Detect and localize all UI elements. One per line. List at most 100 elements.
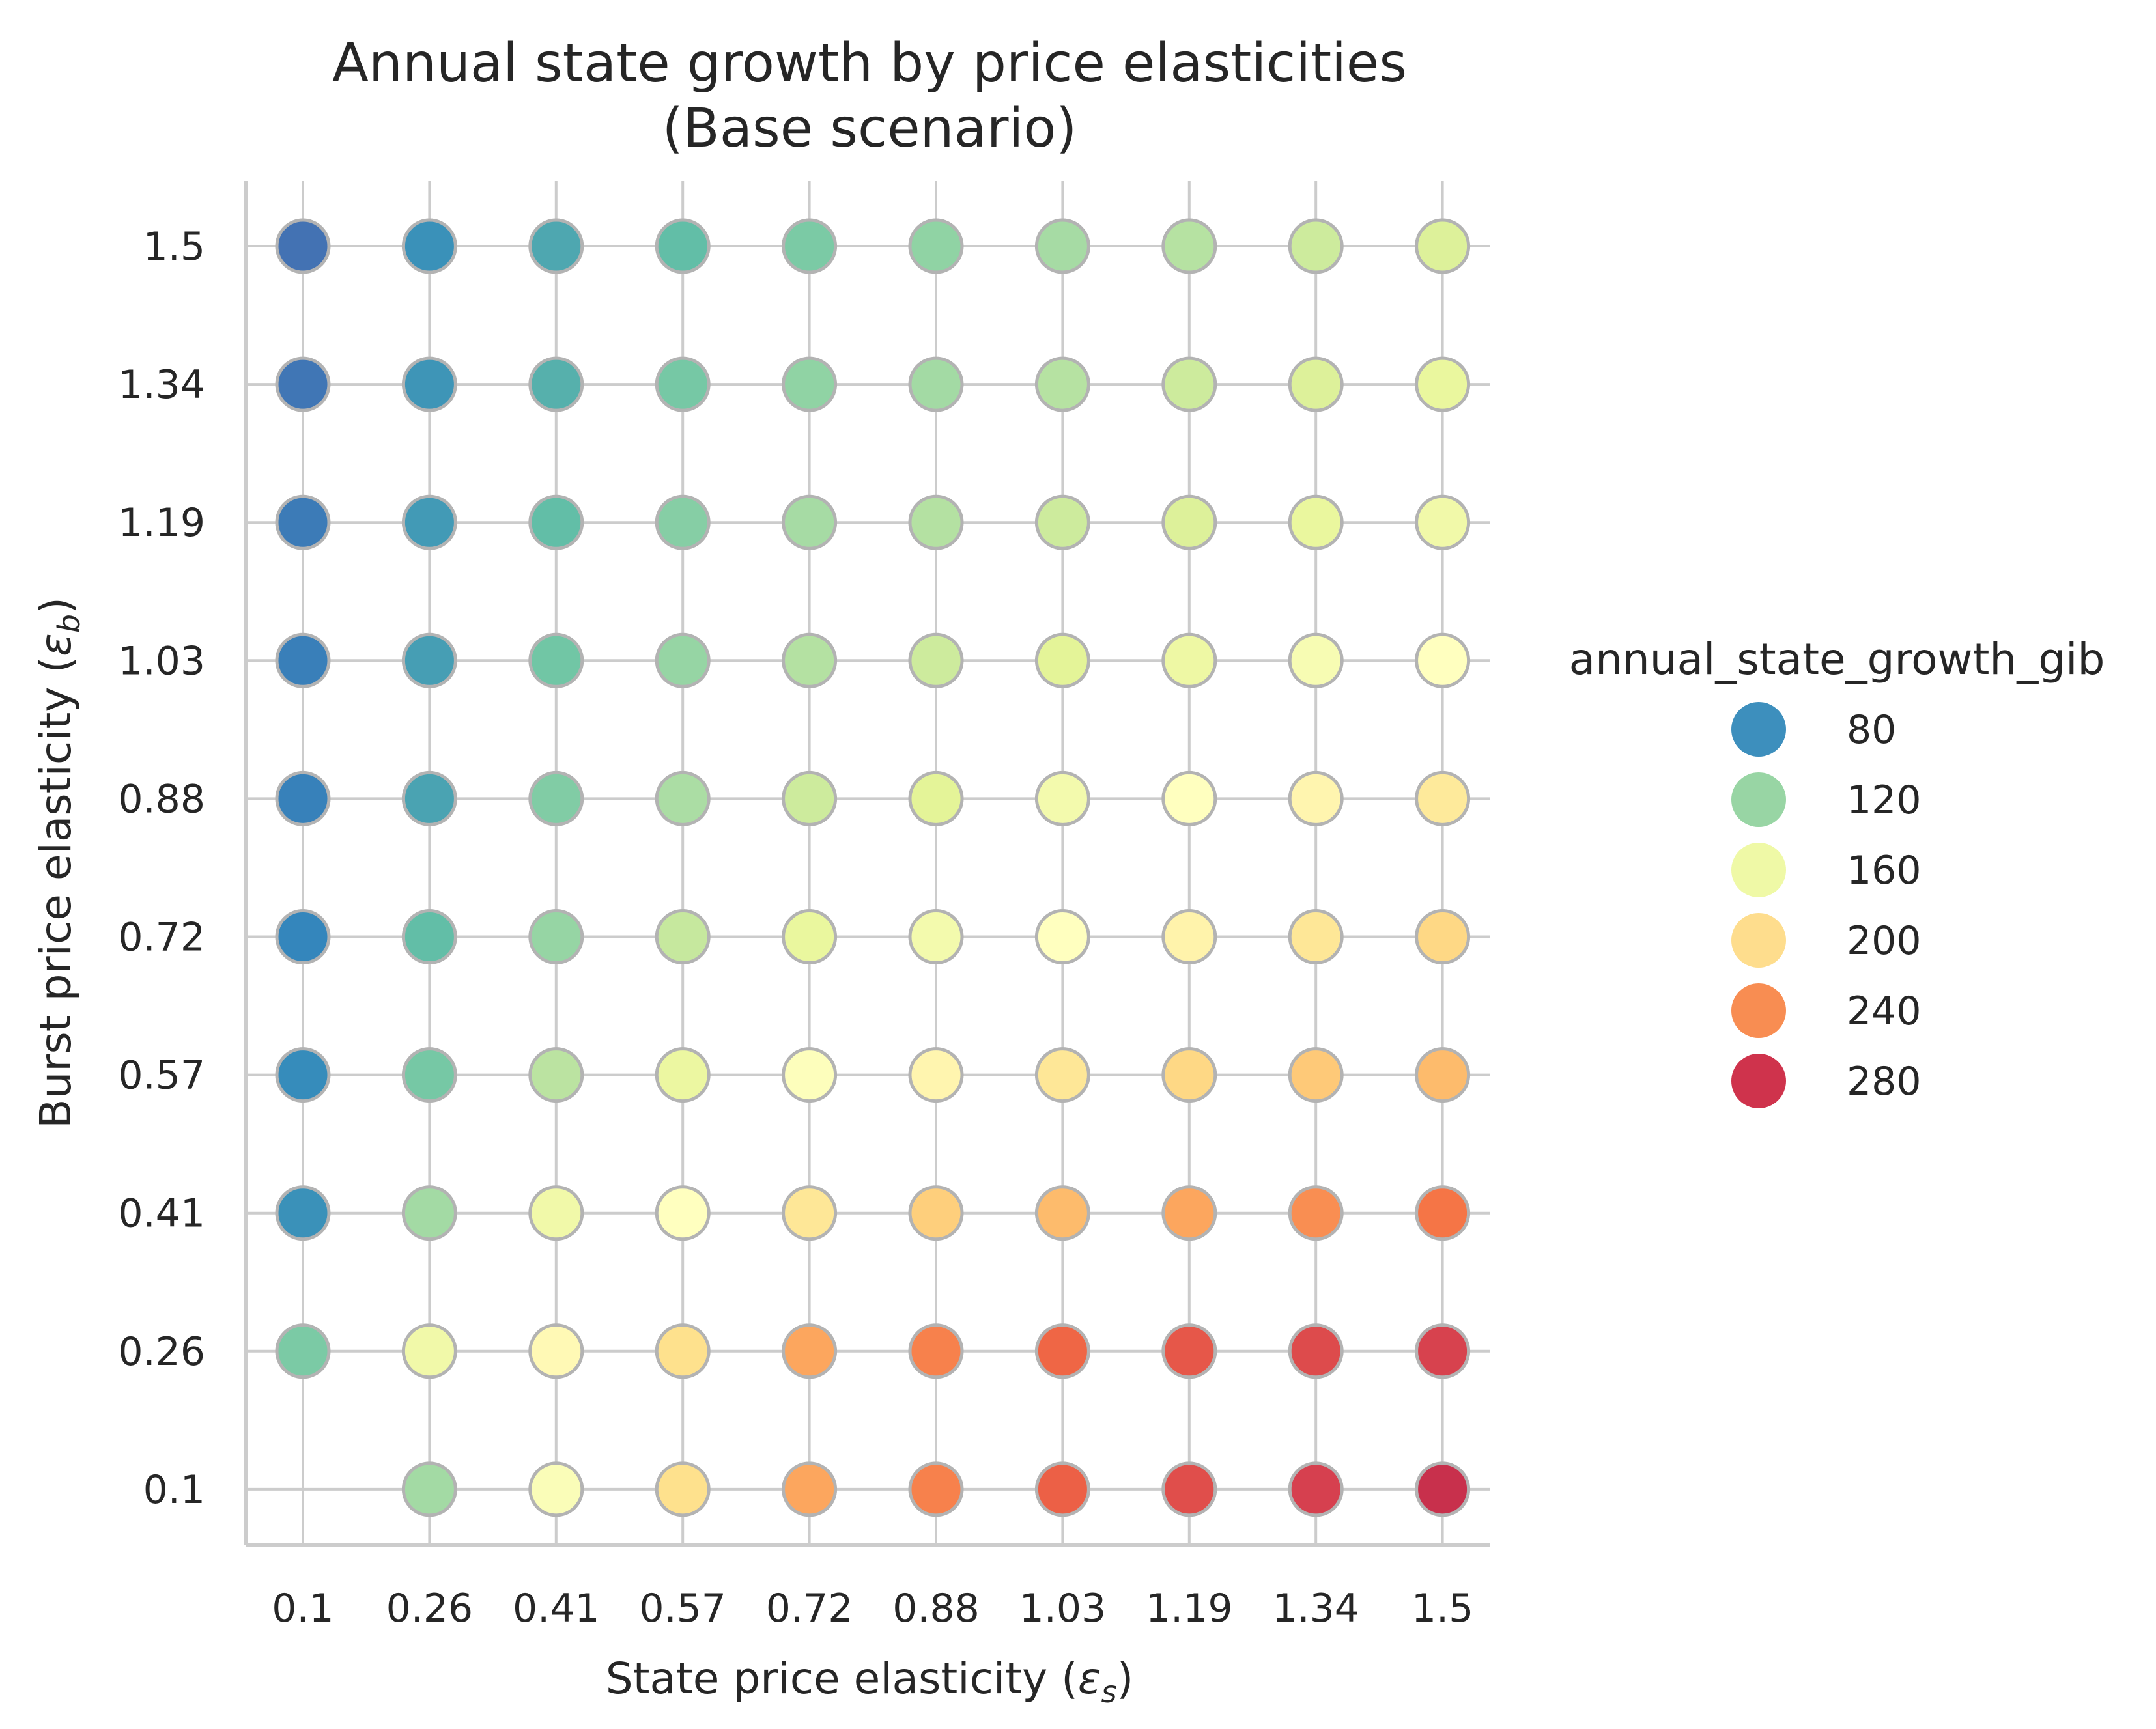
data-point	[528, 1323, 584, 1379]
data-point	[1034, 770, 1090, 826]
legend-label: 120	[1847, 778, 1922, 823]
data-point	[401, 1185, 457, 1241]
data-point	[1161, 770, 1217, 826]
data-point	[401, 1323, 457, 1379]
x-axis-label-symbol: ε	[1078, 1653, 1101, 1704]
data-point	[782, 909, 838, 964]
chart-title-line-1: Annual state growth by price elasticitie…	[332, 33, 1407, 94]
x-tick-label: 0.72	[766, 1586, 853, 1631]
y-tick-label: 0.41	[118, 1191, 205, 1237]
y-tick-label: 0.57	[118, 1053, 205, 1099]
data-point	[1161, 632, 1217, 688]
data-point	[1288, 494, 1344, 550]
legend-marker	[1731, 702, 1786, 757]
data-point	[782, 632, 838, 688]
data-point	[275, 1323, 331, 1379]
y-tick-label: 0.26	[118, 1329, 205, 1375]
data-point	[528, 1185, 584, 1241]
y-axis-label: Burst price elasticity (εb)	[31, 597, 87, 1129]
data-point	[401, 1047, 457, 1103]
data-point	[528, 770, 584, 826]
data-point	[782, 494, 838, 550]
x-tick-labels: 0.1 0.26 0.41 0.57 0.72 0.88 1.03 1.19 1.34 1.5	[272, 1586, 1473, 1631]
data-point	[1161, 1461, 1217, 1517]
data-point	[528, 1047, 584, 1103]
y-tick-label: 0.88	[118, 776, 205, 822]
legend-label: 280	[1847, 1059, 1922, 1104]
data-point	[401, 218, 457, 274]
y-tick-label: 1.19	[118, 500, 205, 546]
y-tick-label: 1.5	[143, 224, 205, 270]
data-point	[275, 494, 331, 550]
data-point	[655, 356, 711, 412]
data-point	[1288, 356, 1344, 412]
data-point	[1034, 909, 1090, 964]
data-point	[1415, 770, 1471, 826]
data-point	[782, 1185, 838, 1241]
data-point	[655, 1047, 711, 1103]
x-tick-label: 1.5	[1411, 1586, 1473, 1631]
x-tick-label: 0.88	[892, 1586, 980, 1631]
legend-title: annual_state_growth_gib	[1569, 634, 2105, 684]
legend-label: 240	[1847, 989, 1922, 1034]
data-point	[1288, 770, 1344, 826]
data-point	[782, 218, 838, 274]
data-point	[1415, 909, 1471, 964]
data-point	[655, 218, 711, 274]
data-point	[1415, 494, 1471, 550]
data-point	[1288, 1047, 1344, 1103]
x-tick-label: 0.1	[272, 1586, 333, 1631]
x-axis-label: State price elasticity (εs)	[606, 1653, 1134, 1709]
x-tick-label: 1.19	[1146, 1586, 1233, 1631]
data-point	[275, 770, 331, 826]
y-tick-label: 1.34	[118, 362, 205, 408]
data-point	[908, 218, 964, 274]
data-point	[1034, 356, 1090, 412]
data-point	[1415, 1323, 1471, 1379]
data-point	[1288, 1185, 1344, 1241]
data-point	[1415, 1047, 1471, 1103]
x-tick-label: 1.03	[1019, 1586, 1107, 1631]
data-point	[908, 909, 964, 964]
data-point	[655, 494, 711, 550]
data-point	[908, 770, 964, 826]
y-tick-label: 0.72	[118, 915, 205, 961]
legend-label: 80	[1847, 707, 1896, 753]
data-point	[1415, 218, 1471, 274]
data-point	[908, 632, 964, 688]
data-point	[1415, 632, 1471, 688]
chart-title-line-2: (Base scenario)	[662, 98, 1077, 160]
data-point	[1161, 1185, 1217, 1241]
legend-label: 160	[1847, 848, 1922, 893]
y-axis-label-subscript: b	[51, 614, 87, 633]
x-tick-label: 0.57	[639, 1586, 726, 1631]
legend-marker	[1731, 983, 1786, 1038]
data-point	[1034, 1461, 1090, 1517]
data-point	[528, 356, 584, 412]
x-tick-label: 1.34	[1272, 1586, 1359, 1631]
y-axis-label-symbol: ε	[31, 633, 81, 656]
data-point	[1034, 632, 1090, 688]
x-tick-label: 0.26	[386, 1586, 474, 1631]
data-point	[1415, 1461, 1471, 1517]
y-axis-label-text: Burst price elasticity (	[31, 656, 81, 1129]
x-axis-label-subscript: s	[1101, 1674, 1117, 1709]
legend-marker	[1731, 1054, 1786, 1108]
data-point	[1034, 218, 1090, 274]
legend-marker	[1731, 772, 1786, 827]
data-point	[1161, 1047, 1217, 1103]
data-point	[528, 494, 584, 550]
data-point	[401, 909, 457, 964]
data-point	[275, 356, 331, 412]
data-point	[275, 1047, 331, 1103]
data-point	[1288, 1461, 1344, 1517]
data-point	[655, 632, 711, 688]
data-point	[401, 770, 457, 826]
data-point	[908, 494, 964, 550]
data-point	[1288, 632, 1344, 688]
data-point	[401, 1461, 457, 1517]
axis-spines	[244, 181, 1490, 1547]
data-point	[655, 1461, 711, 1517]
data-point	[782, 770, 838, 826]
